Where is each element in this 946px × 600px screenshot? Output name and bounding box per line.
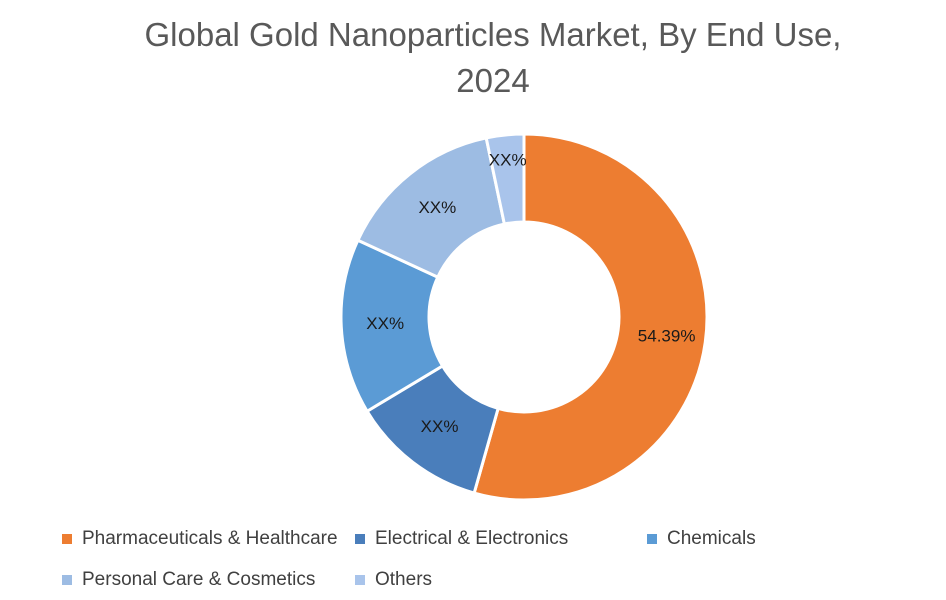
legend-item-chemicals: Chemicals — [647, 528, 756, 550]
legend-swatch-electrical — [355, 534, 365, 544]
legend-label-pharmaceuticals: Pharmaceuticals & Healthcare — [82, 528, 338, 549]
slice-label-electrical: XX% — [421, 417, 459, 436]
legend-item-pharmaceuticals: Pharmaceuticals & Healthcare — [62, 528, 338, 550]
legend-label-personal-care: Personal Care & Cosmetics — [82, 569, 316, 590]
legend-item-electrical: Electrical & Electronics — [355, 528, 568, 550]
legend-item-personal-care: Personal Care & Cosmetics — [62, 569, 315, 591]
legend-swatch-others — [355, 575, 365, 585]
chart-title-line-1: Global Gold Nanoparticles Market, By End… — [144, 16, 842, 53]
legend-item-others: Others — [355, 569, 432, 591]
chart-title-line-2: 2024 — [456, 62, 530, 99]
slice-pharmaceuticals — [472, 132, 709, 502]
slice-personal-care — [355, 136, 507, 280]
slice-others — [484, 132, 526, 226]
slice-label-chemicals: XX% — [366, 314, 404, 333]
legend-swatch-pharmaceuticals — [62, 534, 72, 544]
slice-label-others: XX% — [489, 150, 527, 169]
legend-label-chemicals: Chemicals — [667, 528, 756, 549]
legend-swatch-personal-care — [62, 575, 72, 585]
chart-title: Global Gold Nanoparticles Market, By End… — [70, 12, 916, 104]
legend-swatch-chemicals — [647, 534, 657, 544]
legend-label-others: Others — [375, 569, 433, 590]
slice-label-pharmaceuticals: 54.39% — [638, 326, 696, 345]
legend-label-electrical: Electrical & Electronics — [375, 528, 569, 549]
slice-label-personal-care: XX% — [418, 198, 456, 217]
